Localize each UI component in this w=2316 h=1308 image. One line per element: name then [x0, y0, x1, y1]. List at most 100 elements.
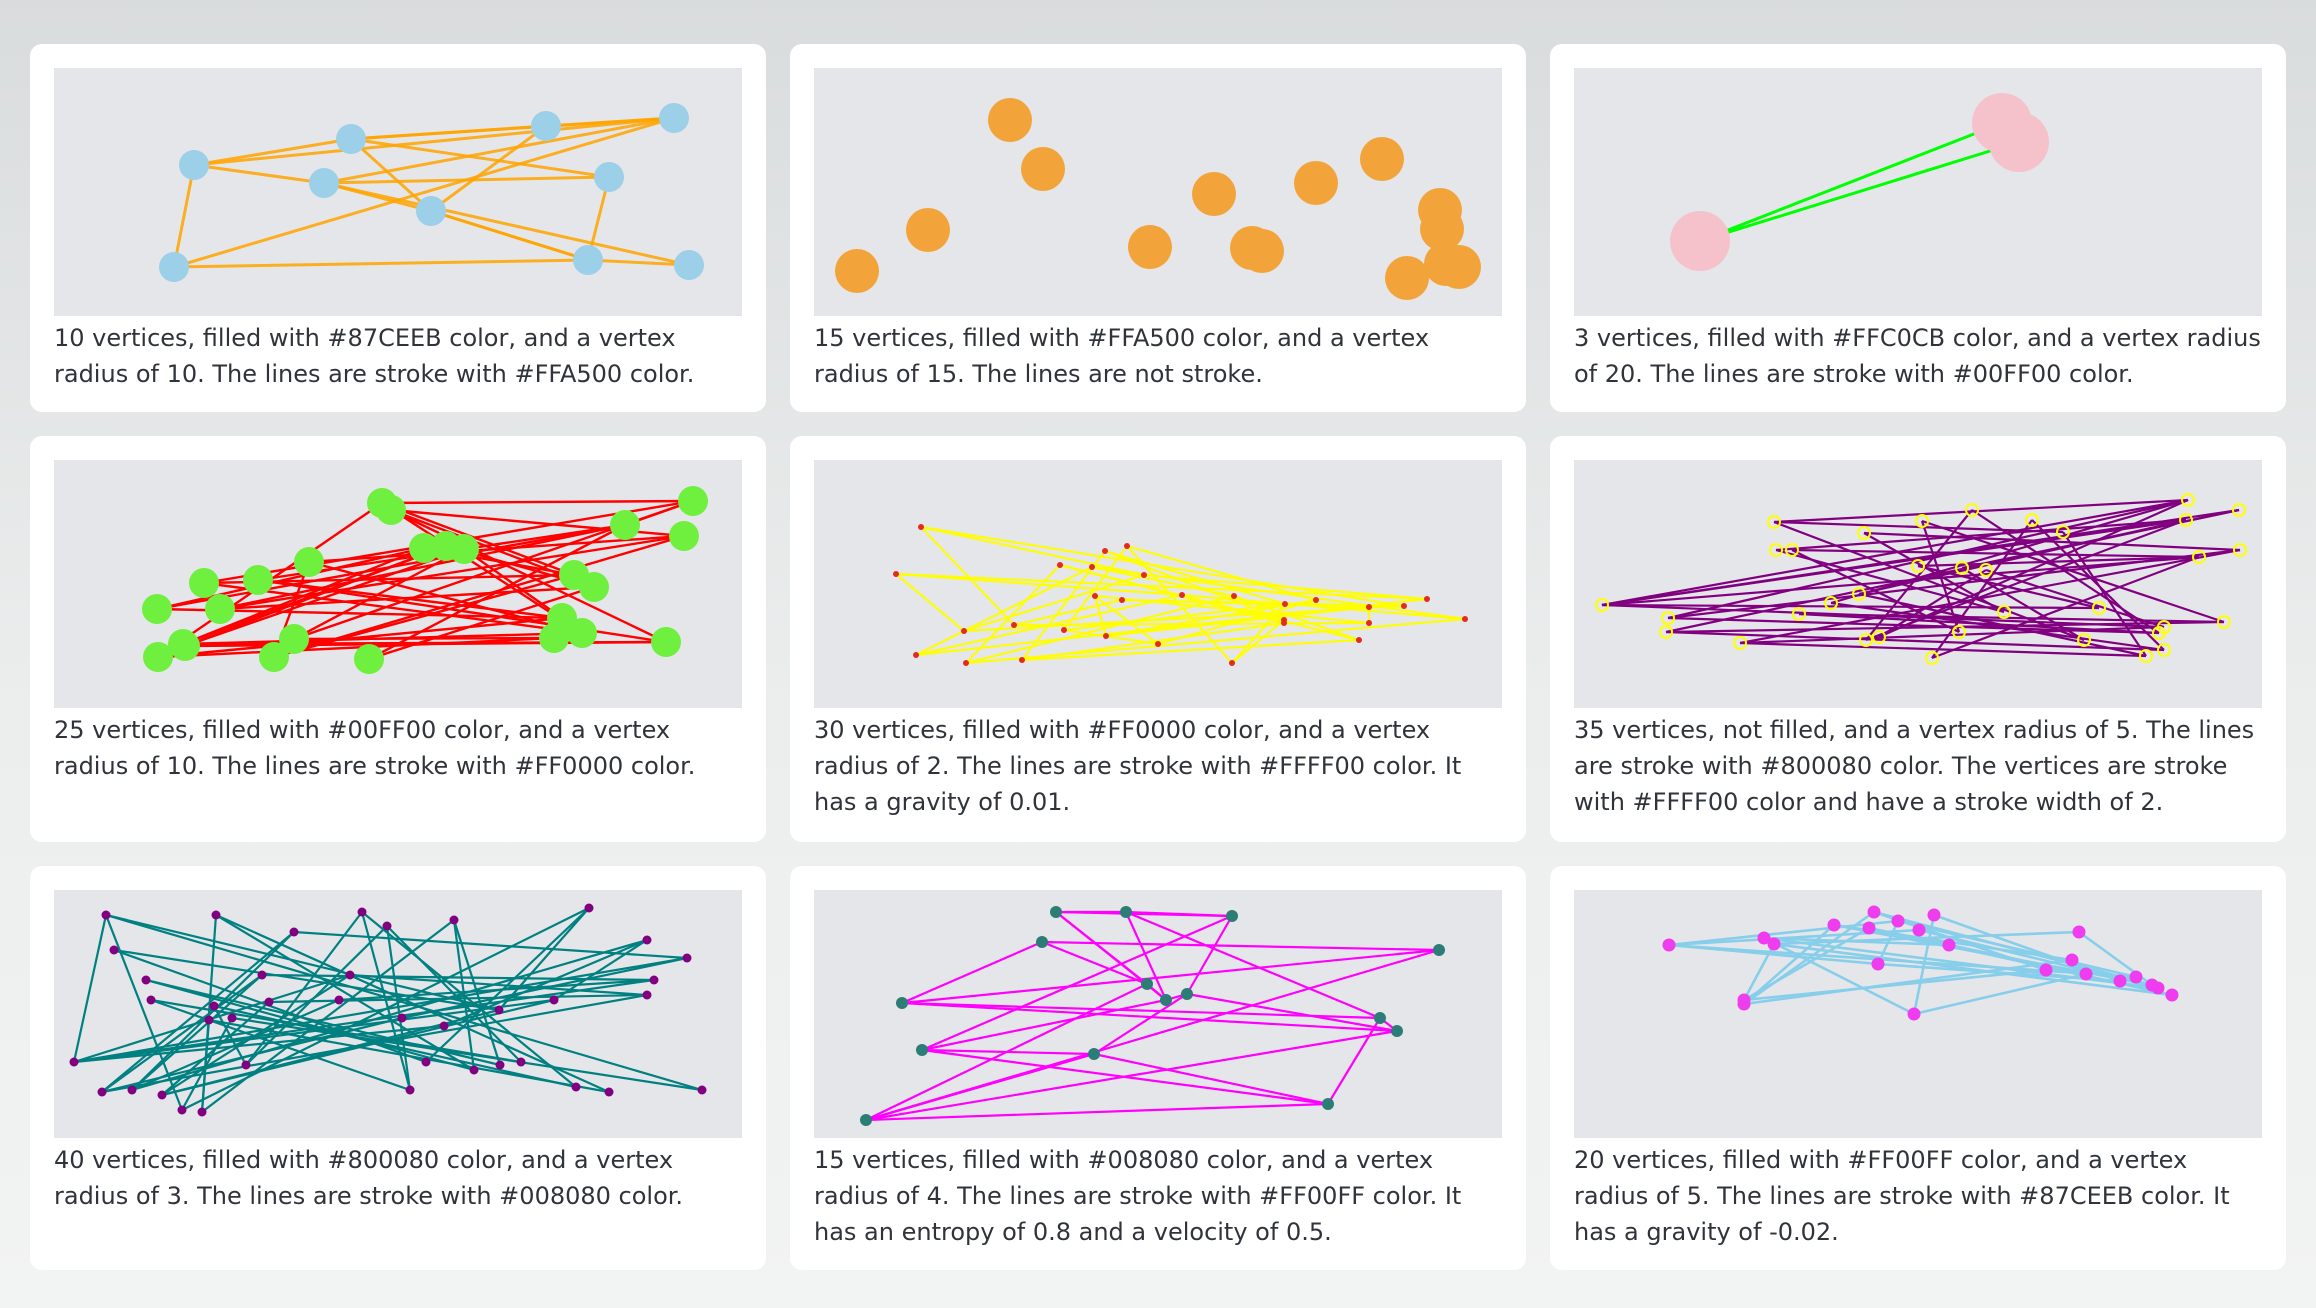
- graph-vertex: [159, 252, 189, 282]
- graph-edge: [184, 544, 447, 648]
- graph-edge: [1961, 567, 2085, 641]
- graph-edge: [360, 911, 412, 1091]
- graph-description: 30 vertices, filled with #FF0000 color, …: [814, 716, 1462, 816]
- graph-vertex: [573, 245, 603, 275]
- graph-edge: [1743, 924, 1835, 1005]
- graph-edge: [1743, 926, 1870, 1002]
- graph-vertex: [2129, 970, 2143, 984]
- graph-vertex: [1092, 593, 1098, 599]
- graph-vertex: [197, 1107, 207, 1117]
- graph-edge: [173, 116, 675, 269]
- graph-vertex: [494, 1005, 504, 1015]
- graph-vertex: [906, 208, 950, 252]
- graph-edge: [1041, 940, 1440, 952]
- graph-vertex: [1872, 630, 1886, 644]
- graph-edge: [1104, 549, 1285, 622]
- graph-vertex: [697, 1085, 707, 1095]
- graph-edge: [1921, 519, 2225, 624]
- graph-edge: [381, 499, 694, 505]
- graph-vertex: [1670, 211, 1730, 271]
- graph-description: 3 vertices, filled with #FFC0CB color, a…: [1574, 324, 2261, 388]
- graph-vertex: [1824, 596, 1838, 610]
- graph-edge: [245, 925, 388, 1066]
- graph-vertex: [1057, 562, 1063, 568]
- graph-edge: [2062, 531, 2147, 657]
- graph-edge: [105, 913, 500, 1012]
- graph-vertex: [571, 1082, 581, 1092]
- graph-vertex: [579, 572, 609, 602]
- graph-edge: [1791, 549, 1960, 633]
- graph-description: 10 vertices, filled with #87CEEB color, …: [54, 324, 695, 388]
- graph-edge: [463, 548, 563, 619]
- graph-edge: [1121, 598, 1370, 609]
- graph-edge: [157, 636, 555, 659]
- graph-edge: [201, 919, 455, 1113]
- graph-edge: [1013, 598, 1123, 627]
- graph-edge: [1104, 549, 1286, 606]
- graph-vertex: [651, 627, 681, 657]
- graph-vertex: [1356, 637, 1362, 643]
- graph-canvas: [54, 890, 742, 1138]
- graph-vertex: [1124, 543, 1130, 549]
- graph-vertex: [264, 997, 274, 1007]
- graph-vertex: [961, 628, 967, 634]
- graph-vertex: [1103, 633, 1109, 639]
- graph-edge: [963, 573, 1145, 633]
- graph-vertex: [642, 935, 652, 945]
- graph-vertex: [1061, 627, 1067, 633]
- graph-vertex: [2056, 525, 2070, 539]
- graph-edge: [145, 978, 475, 1072]
- graph-vertex: [449, 915, 459, 925]
- graph-vertex: [1912, 923, 1926, 937]
- graph-vertex: [682, 953, 692, 963]
- graph-vertex: [2165, 988, 2179, 1002]
- graph-canvas: [1574, 890, 2262, 1138]
- graph-edge: [865, 1029, 1398, 1122]
- graph-edge: [430, 124, 547, 213]
- graph-description: 40 vertices, filled with #800080 color, …: [54, 1146, 684, 1210]
- graph-vertex: [1859, 633, 1873, 647]
- graph-vertex: [2039, 963, 2053, 977]
- graph-edge: [1743, 968, 2047, 1002]
- graph-vertex: [678, 486, 708, 516]
- graph-vertex: [1767, 937, 1781, 951]
- graph-edge: [1126, 544, 1317, 602]
- graph-vertex: [1952, 625, 1966, 639]
- graph-vertex: [1141, 572, 1147, 578]
- graph-vertex: [1088, 1048, 1100, 1060]
- graph-vertex: [2179, 513, 2193, 527]
- graph-edge: [901, 1001, 1381, 1020]
- graph-vertex: [610, 510, 640, 540]
- graph-vertex: [1662, 938, 1676, 952]
- graph-edge: [430, 209, 589, 262]
- graph-vertex: [405, 1085, 415, 1095]
- graph-canvas: [1574, 68, 2262, 316]
- graph-canvas: [1574, 460, 2262, 708]
- graph-vertex: [1767, 515, 1781, 529]
- graph-edge: [172, 164, 196, 268]
- graph-edge: [1091, 565, 1466, 621]
- graph-edge: [901, 948, 1440, 1005]
- graph-vertex: [1374, 1012, 1386, 1024]
- graph-vertex: [893, 571, 899, 577]
- graph-edge: [901, 940, 1043, 1005]
- graph-vertex: [209, 1001, 219, 1011]
- graph-edge: [895, 572, 1428, 601]
- graph-vertex: [1733, 636, 1747, 650]
- graph-edge: [73, 978, 655, 1064]
- graph-edge: [1699, 140, 2020, 243]
- graph-edge: [1667, 498, 2189, 620]
- graph-edge: [965, 594, 1235, 665]
- graph-vertex: [584, 903, 594, 913]
- graph-vertex: [594, 162, 624, 192]
- graph-edge: [1327, 1017, 1381, 1105]
- graph-vertex: [1322, 1098, 1334, 1110]
- graph-vertex: [1391, 1025, 1403, 1037]
- graph-vertex: [1871, 957, 1885, 971]
- graph-canvas: [54, 460, 742, 708]
- graph-vertex: [309, 168, 339, 198]
- graph-edge: [193, 163, 325, 185]
- graph-vertex: [2233, 543, 2247, 557]
- graph-vertex: [289, 927, 299, 937]
- graph-vertex: [642, 990, 652, 1000]
